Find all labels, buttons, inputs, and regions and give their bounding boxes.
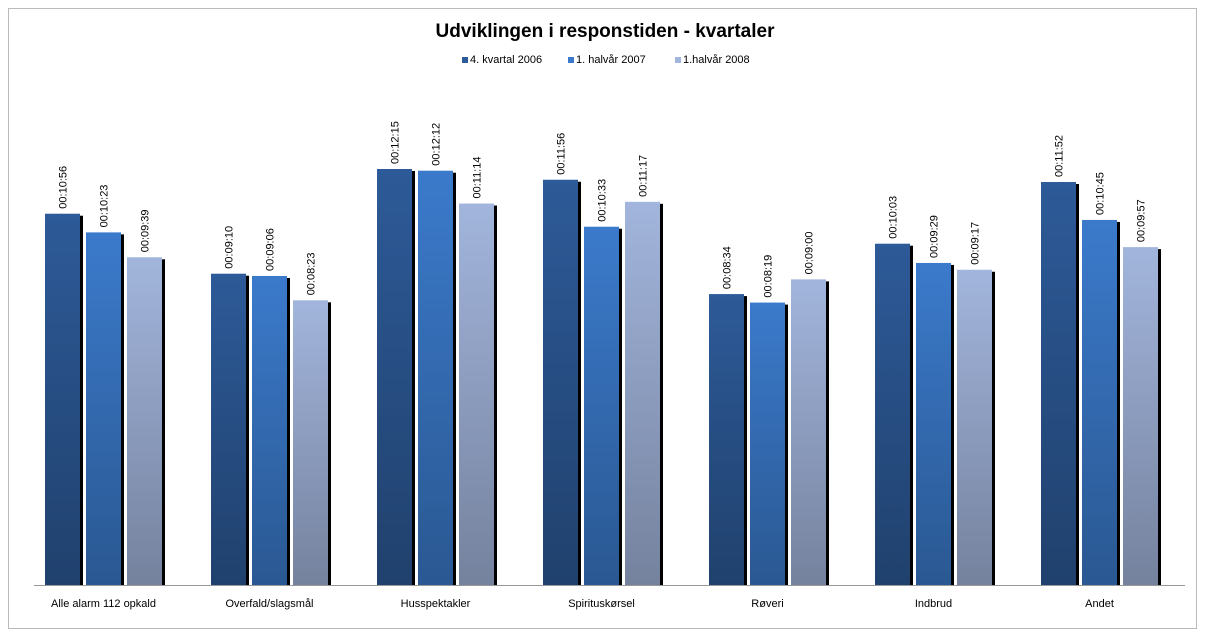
legend-label: 1. halvår 2007	[576, 54, 646, 66]
legend-label: 4. kvartal 2006	[470, 54, 542, 66]
bar	[459, 203, 494, 585]
x-tick-label: Husspektakler	[401, 598, 471, 610]
data-label: 00:10:23	[99, 185, 111, 228]
data-label: 00:10:03	[888, 196, 900, 239]
chart-title: Udviklingen i responstiden - kvartaler	[436, 21, 776, 42]
data-label: 00:11:17	[638, 155, 650, 197]
x-tick-label: Alle alarm 112 opkald	[51, 598, 156, 610]
data-label: 00:11:52	[1054, 135, 1066, 177]
x-tick-label: Andet	[1085, 598, 1114, 610]
data-label: 00:08:19	[763, 255, 775, 298]
bar	[377, 169, 412, 585]
data-label: 00:09:39	[140, 209, 152, 252]
data-label: 00:08:34	[722, 246, 734, 289]
legend-label: 1.halvår 2008	[683, 54, 750, 66]
bar	[127, 257, 162, 585]
data-label: 00:09:06	[265, 228, 277, 271]
bar	[1123, 247, 1158, 585]
bar	[293, 300, 328, 585]
bar	[625, 201, 660, 585]
data-label: 00:11:56	[556, 133, 568, 175]
bar	[211, 273, 246, 585]
x-tick-label: Spirituskørsel	[568, 598, 635, 610]
bar	[791, 279, 826, 585]
data-label: 00:09:17	[970, 222, 982, 265]
data-label: 00:10:56	[58, 166, 70, 209]
bar	[750, 302, 785, 585]
x-tick-label: Indbrud	[915, 598, 952, 610]
bar	[584, 226, 619, 586]
bar	[86, 232, 121, 585]
bar	[418, 170, 453, 586]
bar	[957, 269, 992, 585]
x-tick-label: Overfald/slagsmål	[225, 598, 313, 610]
data-label: 00:10:45	[1095, 172, 1107, 215]
bar	[875, 243, 910, 585]
bar	[252, 275, 287, 585]
data-label: 00:12:15	[390, 121, 402, 164]
data-label: 00:11:14	[472, 157, 484, 199]
x-tick-label: Røveri	[751, 598, 783, 610]
legend-swatch	[675, 57, 681, 63]
data-label: 00:08:23	[306, 252, 318, 295]
data-label: 00:09:57	[1136, 199, 1148, 242]
data-label: 00:10:33	[597, 179, 609, 222]
data-label: 00:09:00	[804, 232, 816, 275]
legend-swatch	[568, 57, 574, 63]
bar	[916, 262, 951, 585]
bar	[1041, 182, 1076, 585]
bar	[45, 213, 80, 585]
bar	[709, 294, 744, 585]
legend-swatch	[462, 57, 468, 63]
bar	[543, 179, 578, 586]
data-label: 00:09:29	[929, 215, 941, 258]
data-label: 00:09:10	[224, 226, 236, 269]
bar	[1082, 219, 1117, 585]
data-label: 00:12:12	[431, 123, 443, 166]
